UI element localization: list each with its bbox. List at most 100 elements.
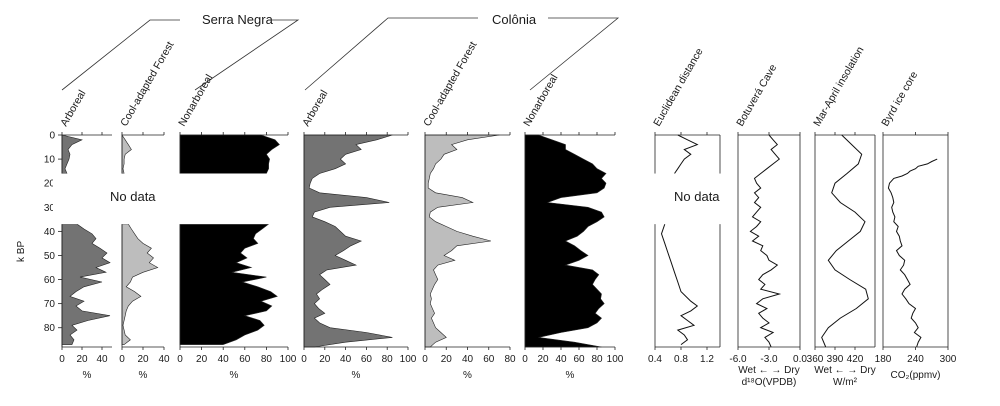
x-tick-label-co-nonarboreal-40: 40 [555, 354, 567, 365]
x-tick-label-co-cool-60: 60 [483, 354, 495, 365]
x-unit-label-sn-arboreal: % [83, 370, 92, 381]
wet-dry-indicator-botuvera: Wet ← → Dry [738, 365, 799, 376]
site-bracket-serra-negra [61, 19, 180, 91]
no-data-gap-0 [53, 173, 290, 225]
x-unit-label-co-nonarboreal: % [566, 370, 575, 381]
x-tick-label-botuvera--6.0: -6.0 [729, 354, 747, 365]
series-area-sn-cool-0 [121, 134, 132, 174]
no-data-labels: No data No data [110, 189, 720, 204]
panel-title-co-cool: Cool-adapted Forest [421, 40, 479, 129]
series-area-co-arboreal-0 [303, 134, 393, 348]
panel-co-arboreal: Arboreal 0 20 40 60 80 100% [300, 88, 417, 381]
wet-dry-indicator-insolation: Wet ← → Dry [814, 365, 875, 376]
y-tick-label-10: 10 [44, 155, 56, 166]
x-tick-label-byrd-300: 300 [940, 354, 957, 365]
x-tick-label-co-nonarboreal-60: 60 [573, 354, 585, 365]
x-tick-label-sn-nonarboreal-20: 20 [196, 354, 208, 365]
x-tick-label-insolation-390: 390 [827, 354, 844, 365]
x-tick-label-sn-nonarboreal-40: 40 [218, 354, 230, 365]
x-tick-label-byrd-240: 240 [907, 354, 924, 365]
x-tick-label-co-nonarboreal-80: 80 [591, 354, 603, 365]
y-tick-label-0: 0 [49, 131, 55, 142]
x-tick-label-co-cool-20: 20 [441, 354, 453, 365]
x-tick-label-botuvera-0.0: 0.0 [793, 354, 807, 365]
site-title-colonia: Colônia [492, 12, 537, 27]
y-axis-ticks: 0 10 20 30 40 50 60 70 80 [44, 131, 63, 347]
x-tick-label-co-cool-80: 80 [504, 354, 516, 365]
x-tick-label-sn-cool-40: 40 [158, 354, 170, 365]
x-tick-label-sn-cool-0: 0 [119, 354, 125, 365]
series-line-byrd [887, 158, 938, 348]
site-bracket-colonia [304, 17, 478, 91]
x-tick-label-co-nonarboreal-0: 0 [522, 354, 528, 365]
x-tick-label-co-nonarboreal-100: 100 [607, 354, 624, 365]
x-tick-label-co-arboreal-60: 60 [361, 354, 373, 365]
x-unit-label-sn-cool: % [139, 370, 148, 381]
y-tick-label-80: 80 [44, 323, 56, 334]
x-unit-label-co-cool: % [463, 370, 472, 381]
panel-title-sn-nonarboreal: Nonarboreal [176, 72, 215, 128]
x-tick-label-euclid-0.4: 0.4 [648, 354, 662, 365]
site-headers: Serra Negra Colônia [61, 12, 620, 91]
site-title-serra-negra: Serra Negra [202, 12, 274, 27]
panel-title-botuvera: Botuverá Cave [734, 62, 779, 128]
x-tick-label-byrd-180: 180 [875, 354, 892, 365]
y-tick-label-20: 20 [44, 179, 56, 190]
age-axis: k BP [16, 241, 27, 262]
series-area-co-nonarboreal-0 [524, 134, 607, 348]
x-tick-label-insolation-360: 360 [807, 354, 824, 365]
x-unit-label-sn-nonarboreal: % [230, 370, 239, 381]
x-tick-label-sn-nonarboreal-60: 60 [239, 354, 251, 365]
x-tick-label-co-arboreal-0: 0 [301, 354, 307, 365]
panel-title-euclid: Euclidean distance [651, 46, 706, 128]
panel-title-byrd: Byrd ice core [879, 69, 920, 128]
x-tick-label-sn-arboreal-20: 20 [76, 354, 88, 365]
x-tick-label-sn-nonarboreal-80: 80 [261, 354, 273, 365]
y-tick-label-40: 40 [44, 227, 56, 238]
x-tick-label-euclid-1.2: 1.2 [700, 354, 714, 365]
site-bracket-colonia-right [529, 17, 620, 91]
x-tick-label-botuvera--3.0: -3.0 [760, 354, 778, 365]
x-tick-label-co-cool-40: 40 [462, 354, 474, 365]
x-unit-label-insolation: W/m² [833, 377, 858, 388]
x-tick-label-co-arboreal-100: 100 [400, 354, 417, 365]
site-bracket-serra-negra-right [194, 19, 300, 91]
panel-title-co-arboreal: Arboreal [300, 88, 330, 128]
x-tick-label-euclid-0.8: 0.8 [674, 354, 688, 365]
x-tick-label-co-cool-0: 0 [422, 354, 428, 365]
series-line-euclid-lower [660, 223, 699, 346]
panel-title-sn-arboreal: Arboreal [58, 88, 88, 128]
series-line-botuvera [749, 134, 782, 348]
x-unit-label-byrd: CO₂(ppmv) [891, 370, 941, 381]
x-tick-label-sn-nonarboreal-100: 100 [280, 354, 297, 365]
x-tick-label-sn-cool-20: 20 [137, 354, 149, 365]
no-data-label-serra-negra: No data [110, 189, 156, 204]
x-unit-label-botuvera: d¹⁸O(VPDB) [742, 377, 797, 388]
x-tick-label-co-arboreal-40: 40 [340, 354, 352, 365]
y-tick-label-30: 30 [44, 203, 56, 214]
panel-sn-arboreal: Arboreal 0 20 40% [58, 88, 112, 381]
x-tick-label-co-nonarboreal-20: 20 [537, 354, 549, 365]
x-tick-label-sn-nonarboreal-0: 0 [177, 354, 183, 365]
x-unit-label-co-arboreal: % [352, 370, 361, 381]
y-tick-label-60: 60 [44, 275, 56, 286]
no-data-label-euclidean: No data [674, 189, 720, 204]
series-area-sn-arboreal-0 [61, 134, 83, 174]
series-line-euclid-upper [674, 134, 699, 174]
x-tick-label-insolation-420: 420 [847, 354, 864, 365]
series-area-sn-arboreal-1 [61, 223, 111, 345]
x-tick-label-sn-arboreal-40: 40 [96, 354, 108, 365]
series-area-co-cool-0 [424, 134, 500, 348]
panel-title-insolation: Mar-April insolation [811, 45, 866, 129]
no-data-gap-1 [653, 173, 722, 225]
series-area-sn-cool-1 [121, 223, 159, 345]
panel-sn-nonarboreal: Nonarboreal 0 20 40 60 80 100% [176, 72, 297, 381]
series-area-sn-nonarboreal-1 [179, 223, 278, 345]
x-tick-label-sn-arboreal-0: 0 [59, 354, 65, 365]
panel-title-sn-cool: Cool-adapted Forest [118, 40, 176, 129]
